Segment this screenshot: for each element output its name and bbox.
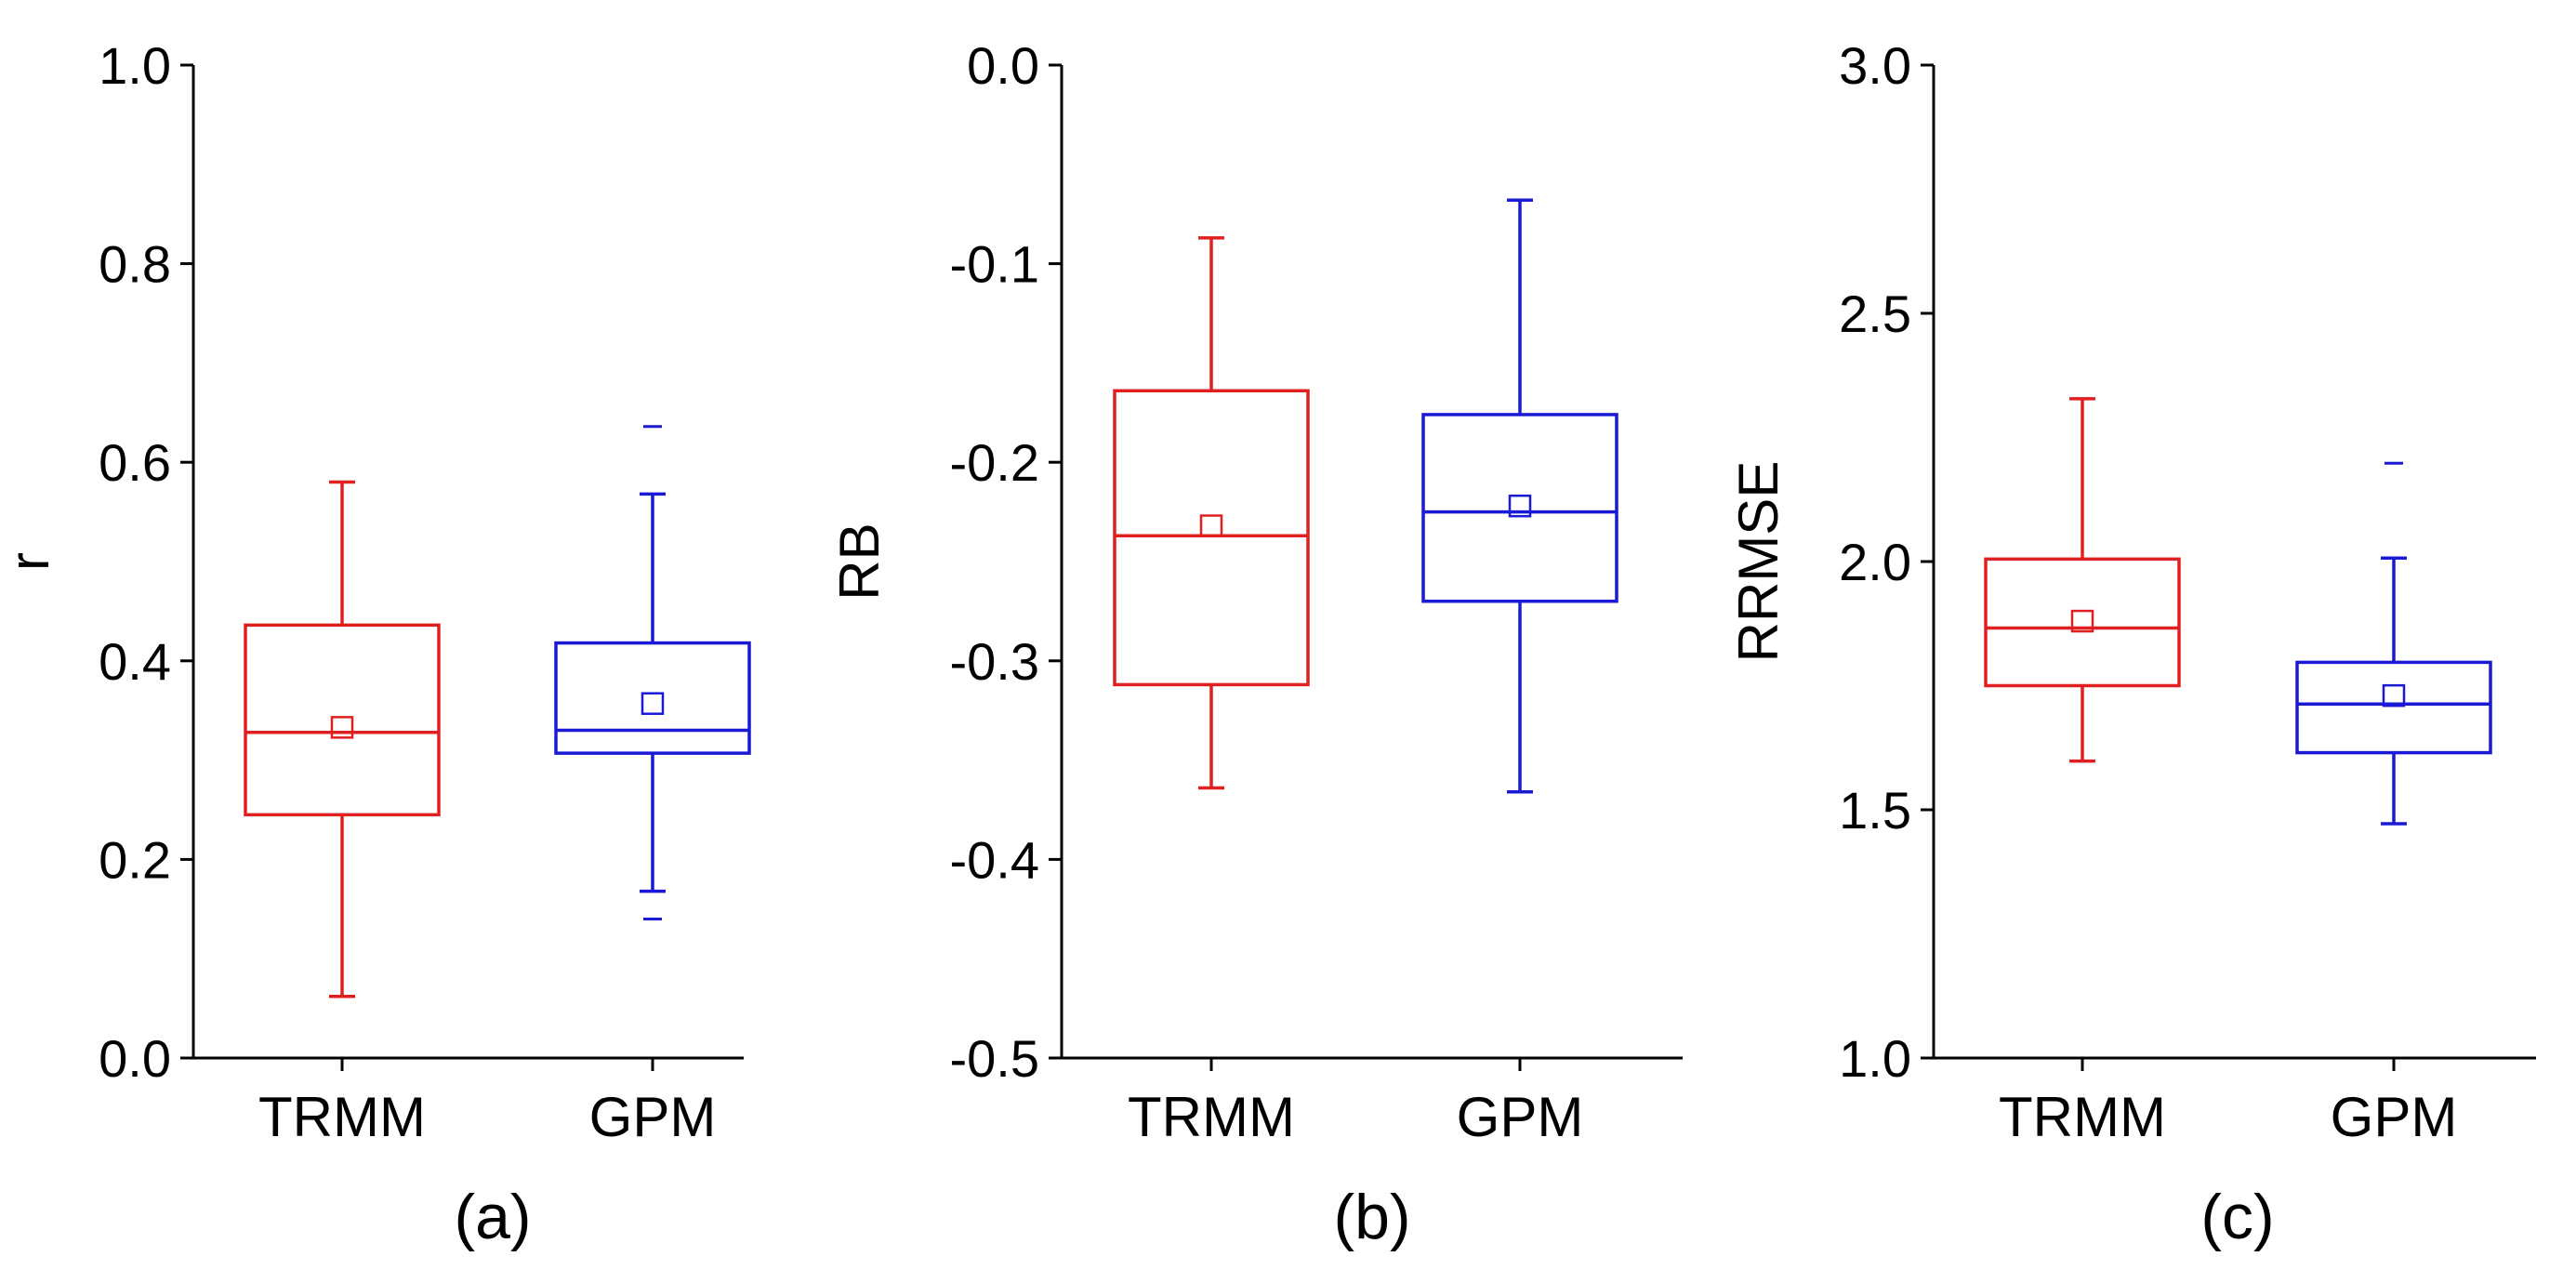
panel-label: (a) <box>454 1182 531 1252</box>
y-tick-label: 1.0 <box>1839 1029 1911 1088</box>
y-axis-label: r <box>0 552 60 571</box>
mean-marker <box>330 716 354 739</box>
panel-label: (c) <box>2200 1182 2274 1252</box>
box-trmm <box>244 480 441 999</box>
y-tick-label: 1.5 <box>1839 781 1911 840</box>
iqr-box <box>1984 557 2181 688</box>
y-tick-label: 2.0 <box>1839 533 1911 591</box>
panel-c: 1.0 1.5 2.0 2.5 3.0 RRMSE TRMM GPM (c) <box>1727 36 2536 1252</box>
iqr-box <box>244 623 441 817</box>
x-tick-label: TRMM <box>258 1086 426 1148</box>
y-tick-label: 0.6 <box>99 433 171 492</box>
y-tick-label: 3.0 <box>1839 36 1911 95</box>
mean-marker <box>1199 514 1223 537</box>
y-tick-label: -0.4 <box>950 830 1040 889</box>
iqr-box <box>1421 413 1618 603</box>
panel-label: (b) <box>1333 1182 1410 1252</box>
box-trmm <box>1984 397 2181 763</box>
panel-a: 0.0 0.2 0.4 0.6 0.8 1.0 r TRMM GPM (a) <box>0 36 751 1252</box>
x-tick-label: GPM <box>589 1086 717 1148</box>
box-gpm <box>554 425 751 920</box>
mean-marker <box>2070 609 2094 633</box>
panel-b: -0.5 -0.4 -0.3 -0.2 -0.1 0.0 RB TRMM GPM (b) <box>828 36 1683 1252</box>
y-tick-label: -0.2 <box>950 433 1040 492</box>
y-tick-label: -0.3 <box>950 632 1040 691</box>
x-tick-label: GPM <box>1457 1086 1584 1148</box>
box-trmm <box>1113 236 1310 790</box>
y-tick-label: 0.0 <box>99 1029 171 1088</box>
iqr-box <box>554 641 751 755</box>
mean-marker <box>641 692 665 715</box>
mean-marker <box>1508 494 1532 518</box>
iqr-box <box>2295 660 2492 755</box>
y-axis-label: RB <box>828 522 891 600</box>
y-tick-label: -0.1 <box>950 235 1040 294</box>
y-tick-label: 2.5 <box>1839 284 1911 343</box>
box-gpm <box>2295 461 2492 826</box>
y-tick-label: -0.5 <box>950 1029 1040 1088</box>
y-tick-label: 0.8 <box>99 235 171 294</box>
y-axis-label: RRMSE <box>1727 461 1790 663</box>
mean-marker <box>2382 683 2406 708</box>
y-tick-label: 0.2 <box>99 830 171 889</box>
y-tick-label: 0.4 <box>99 632 171 691</box>
x-tick-label: TRMM <box>1999 1086 2166 1148</box>
x-tick-label: TRMM <box>1128 1086 1295 1148</box>
y-tick-label: 1.0 <box>99 36 171 95</box>
iqr-box <box>1113 389 1310 687</box>
x-tick-label: GPM <box>2331 1086 2458 1148</box>
y-tick-label: 0.0 <box>967 36 1039 95</box>
box-gpm <box>1421 198 1618 794</box>
